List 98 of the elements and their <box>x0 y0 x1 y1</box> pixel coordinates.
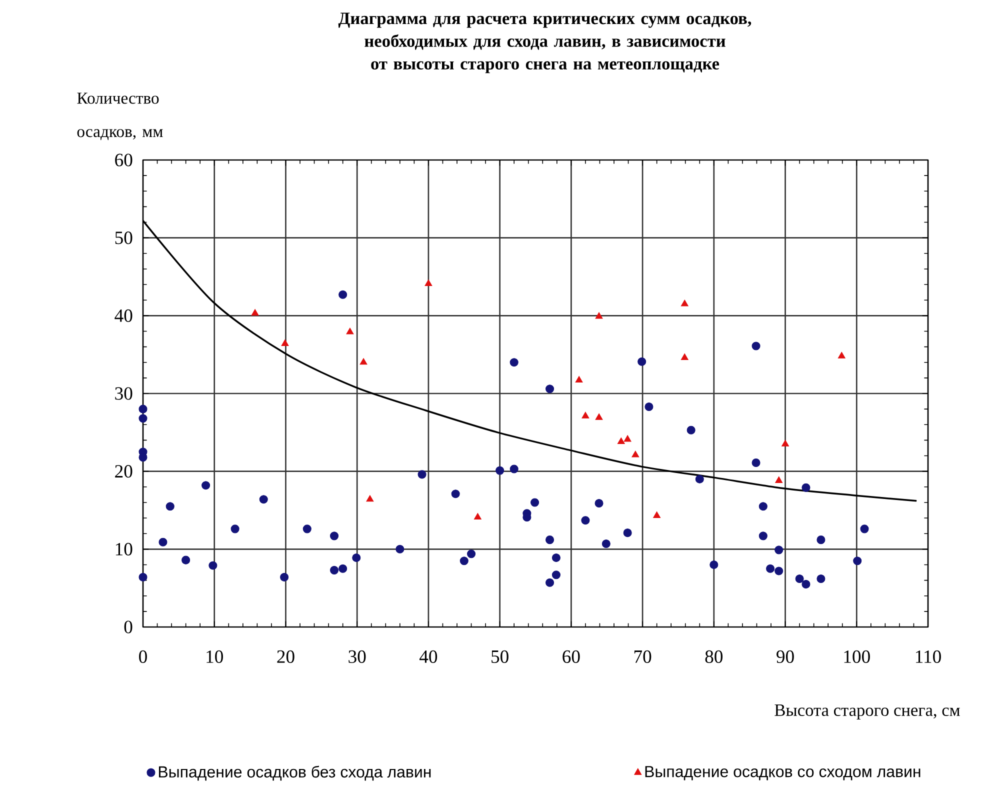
point <box>138 572 148 582</box>
point <box>595 413 603 420</box>
point <box>595 312 603 319</box>
point <box>182 556 190 564</box>
point <box>802 580 810 588</box>
point <box>632 450 640 458</box>
point <box>653 511 661 518</box>
point <box>330 566 339 574</box>
point <box>860 524 869 534</box>
point <box>338 290 348 299</box>
point <box>230 524 240 534</box>
point <box>546 384 554 394</box>
point <box>496 466 504 475</box>
point <box>695 474 704 484</box>
x-tick-label: 50 <box>492 650 508 663</box>
point <box>617 437 625 444</box>
chart-title: Диаграмма для расчета критических сумм осадков, необходимых для схода лавин, в зависимости от высоты старого снега на метеоплощадке <box>338 12 752 74</box>
point <box>680 353 688 360</box>
point <box>552 553 560 562</box>
point <box>638 357 646 366</box>
y-tick-label: 50 <box>115 232 132 244</box>
x-tick-label: 90 <box>776 650 794 663</box>
point <box>816 536 826 544</box>
point <box>582 412 590 418</box>
point <box>424 279 432 286</box>
point <box>710 560 718 570</box>
point <box>302 524 312 534</box>
x-tick-label: 80 <box>705 650 723 663</box>
point <box>251 309 259 316</box>
point <box>774 566 784 576</box>
point <box>510 358 518 367</box>
point <box>338 564 348 573</box>
point <box>158 538 168 546</box>
text: Количество осадков, мм <box>77 92 163 140</box>
point <box>530 498 540 507</box>
x-tick-label: 100 <box>844 650 870 663</box>
x-tick-label: 20 <box>277 650 294 663</box>
legend-label: Выпадение осадков без схода лавин <box>158 766 431 781</box>
point <box>451 490 460 498</box>
point <box>259 495 268 504</box>
point <box>766 564 775 573</box>
y-tick-label: 40 <box>114 309 132 322</box>
y-tick-label: 0 <box>124 620 132 634</box>
point <box>467 550 476 558</box>
point <box>418 470 426 479</box>
point <box>816 574 826 584</box>
point <box>166 502 174 511</box>
point <box>552 570 560 580</box>
point <box>644 402 654 412</box>
point <box>623 528 632 538</box>
x-axis-title: Высота старого снега, см <box>774 704 960 720</box>
point <box>352 553 361 562</box>
y-tick-label: 60 <box>115 154 132 166</box>
point <box>752 342 760 350</box>
point <box>575 376 583 383</box>
point <box>838 352 846 358</box>
y-tick-label: 20 <box>115 465 132 478</box>
point <box>795 574 804 584</box>
point <box>280 572 289 582</box>
point <box>546 578 554 587</box>
point <box>602 539 610 548</box>
point <box>594 498 604 508</box>
x-tick-label: 0 <box>139 650 147 663</box>
point <box>346 328 354 334</box>
point <box>138 404 148 414</box>
legend-label: Выпадение осадков со сходом лавин <box>645 766 920 780</box>
point <box>758 502 768 511</box>
point <box>360 358 368 365</box>
point <box>802 483 810 492</box>
x-tick-label: 110 <box>916 650 941 663</box>
point <box>396 544 404 554</box>
point <box>460 556 468 566</box>
point <box>774 546 784 554</box>
point <box>208 561 218 570</box>
x-tick-label: 60 <box>562 650 580 663</box>
point <box>853 556 862 566</box>
point <box>581 516 590 525</box>
point <box>202 481 210 490</box>
point <box>782 440 790 446</box>
x-tick-label: 70 <box>634 650 652 663</box>
point <box>510 464 518 474</box>
point <box>474 512 482 520</box>
point <box>330 532 339 540</box>
point <box>752 458 760 468</box>
y-tick-label: 30 <box>115 387 132 400</box>
point <box>546 536 554 544</box>
x-tick-label: 40 <box>419 650 438 663</box>
point <box>281 339 289 346</box>
point <box>680 300 688 306</box>
point <box>758 532 768 540</box>
point <box>775 476 783 483</box>
y-tick-label: 10 <box>116 542 132 556</box>
point <box>686 426 696 434</box>
x-tick-label: 10 <box>206 650 223 663</box>
point <box>624 435 632 442</box>
point <box>366 495 374 502</box>
point <box>138 414 148 423</box>
x-tick-label: 30 <box>348 650 366 663</box>
